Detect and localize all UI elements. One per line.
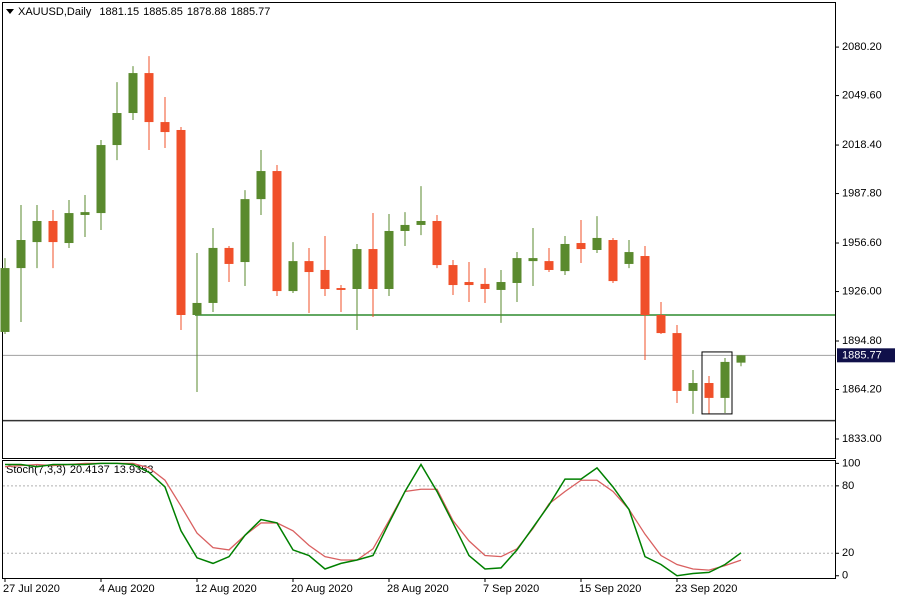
y-tick-label: 0 — [842, 570, 848, 582]
y-tick-label: 1926.00 — [842, 285, 882, 297]
candle-body — [352, 249, 362, 289]
ohlc-value: 1885.85 — [143, 6, 183, 18]
indicator-line — [5, 462, 742, 577]
candle-body — [48, 220, 58, 243]
y-tick-label: 2018.40 — [842, 139, 882, 151]
candle-body — [80, 212, 90, 215]
x-tick-label: 7 Sep 2020 — [483, 583, 539, 595]
y-tick-label: 100 — [842, 457, 860, 469]
candle-body — [624, 252, 634, 264]
y-tick-label: 1894.80 — [842, 335, 882, 347]
candle-body — [432, 220, 442, 266]
ohlc-value: 1878.88 — [187, 6, 227, 18]
candle-body — [320, 269, 330, 289]
y-tick-label: 2049.60 — [842, 89, 882, 101]
y-tick-label: 1864.20 — [842, 383, 882, 395]
candle-body — [160, 122, 170, 133]
header-arrow — [6, 9, 14, 14]
candle-body — [240, 199, 250, 263]
x-tick-label: 27 Jul 2020 — [3, 583, 60, 595]
candle-body — [272, 171, 282, 292]
candle-body — [208, 247, 218, 303]
candle-body — [448, 265, 458, 286]
x-tick-label: 28 Aug 2020 — [387, 583, 449, 595]
candle-body — [64, 213, 74, 244]
x-tick-label: 15 Sep 2020 — [579, 583, 641, 595]
candle-body — [720, 361, 730, 398]
indicator-frame — [2, 460, 836, 579]
rectangle-object — [701, 351, 733, 415]
chart-header: XAUUSD,Daily 1881.15 1885.85 1878.88 1885.77 — [18, 6, 270, 18]
indicator-value: 20.4137 — [70, 464, 110, 476]
candle-body — [464, 282, 474, 286]
chart-title: XAUUSD,Daily — [18, 6, 92, 18]
candle-body — [544, 261, 554, 270]
y-tick-label: 2080.20 — [842, 41, 882, 53]
x-tick-label: 23 Sep 2020 — [675, 583, 737, 595]
y-tick-label: 80 — [842, 480, 854, 492]
ohlc-value: 1881.15 — [99, 6, 139, 18]
candle-body — [304, 261, 314, 273]
x-tick-label: 20 Aug 2020 — [291, 583, 353, 595]
candle-body — [256, 171, 266, 200]
main-frame — [2, 2, 836, 459]
ohlc-value: 1885.77 — [231, 6, 271, 18]
candle-body — [576, 243, 586, 250]
candle-body — [480, 283, 490, 289]
candle-body — [704, 383, 714, 398]
candle-body — [496, 282, 506, 290]
candle-body — [368, 249, 378, 289]
candle-body — [224, 247, 234, 264]
candle-body — [96, 145, 106, 214]
indicator-header: Stoch(7,3,3) 20.4137 13.9353 — [6, 464, 153, 476]
candle-body — [416, 220, 426, 225]
y-tick-label: 20 — [842, 547, 854, 559]
candle-body — [288, 261, 298, 292]
candle-body — [560, 243, 570, 272]
candle-body — [144, 73, 154, 123]
candle-body — [528, 258, 538, 262]
candle-body — [32, 220, 42, 243]
candle-body — [128, 73, 138, 114]
price-label: 1885.77 — [842, 350, 882, 362]
candle-body — [672, 333, 682, 391]
candle-body — [384, 230, 394, 289]
y-tick-label: 1956.60 — [842, 237, 882, 249]
candle-body — [0, 268, 10, 332]
indicator-title: Stoch(7,3,3) — [6, 464, 66, 476]
candle-body — [512, 258, 522, 283]
price-label-box — [837, 348, 895, 363]
x-tick-label: 4 Aug 2020 — [99, 583, 155, 595]
candle-body — [736, 355, 746, 363]
candle-body — [656, 315, 666, 334]
x-tick-label: 12 Aug 2020 — [195, 583, 257, 595]
indicator-value: 13.9353 — [114, 464, 154, 476]
candle-body — [192, 302, 202, 315]
candle-body — [608, 240, 618, 282]
y-tick-label: 1833.00 — [842, 433, 882, 445]
candle-body — [176, 129, 186, 315]
candle-body — [688, 383, 698, 391]
candle-body — [16, 240, 26, 269]
candle-body — [336, 288, 346, 290]
candle-body — [592, 237, 602, 250]
y-tick-label: 1987.80 — [842, 187, 882, 199]
candle-body — [112, 113, 122, 146]
candle-body — [400, 224, 410, 231]
candle-body — [640, 256, 650, 315]
